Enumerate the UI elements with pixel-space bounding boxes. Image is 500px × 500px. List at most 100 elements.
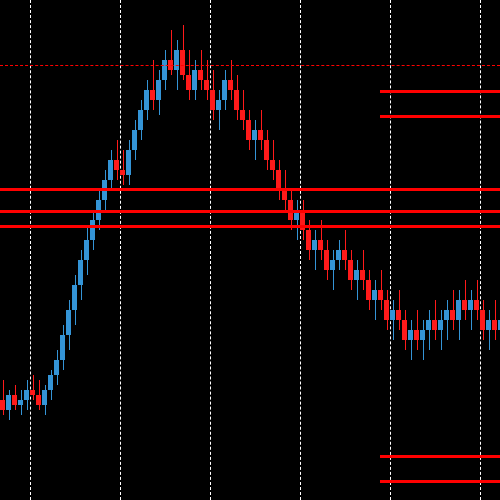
candle-body [450,310,455,320]
candle-body [120,170,125,175]
candle-body [402,320,407,340]
candle-body [174,50,179,70]
candle-body [54,360,59,375]
candle-body [6,395,11,410]
candle-wick [429,310,430,350]
grid-vertical [30,0,31,500]
candle-wick [357,260,358,300]
candle-body [48,375,53,390]
candle-body [264,140,269,160]
candle-body [396,310,401,320]
candle-body [318,240,323,250]
candle-wick [219,90,220,130]
candle-body [180,50,185,75]
candle-body [486,320,491,330]
candle-wick [447,300,448,340]
candle-body [210,90,215,110]
grid-vertical [480,0,481,500]
candle-body [192,70,197,90]
candle-body [408,330,413,340]
candle-body [270,160,275,170]
candle-body [198,70,203,80]
candle-body [78,260,83,285]
candle-body [432,320,437,330]
horizontal-line [0,188,500,191]
candle-body [306,230,311,250]
candle-body [342,250,347,260]
candle-wick [153,60,154,110]
horizontal-line [380,455,500,458]
candle-body [144,90,149,110]
candle-body [150,90,155,100]
candle-body [414,330,419,340]
candle-body [426,320,431,330]
candle-wick [411,320,412,360]
candle-body [204,80,209,90]
candle-body [420,330,425,340]
candle-body [384,300,389,320]
candle-wick [255,120,256,160]
candle-wick [393,300,394,340]
candle-body [312,240,317,250]
candle-wick [489,310,490,350]
candle-body [24,390,29,400]
candle-wick [333,250,334,290]
candle-body [258,130,263,140]
candle-body [456,300,461,320]
candle-body [378,290,383,300]
horizontal-line [380,480,500,483]
candle-body [240,110,245,120]
horizontal-line [380,115,500,118]
candle-body [222,80,227,100]
candle-body [354,270,359,280]
candle-body [132,130,137,150]
candle-body [492,320,497,330]
candle-body [84,240,89,260]
candle-body [444,310,449,320]
candle-wick [471,290,472,330]
candle-wick [423,320,424,360]
candle-body [42,390,47,405]
candle-body [36,395,41,405]
candle-body [228,80,233,90]
candle-body [348,260,353,280]
candle-body [216,100,221,110]
candle-body [252,130,257,140]
horizontal-line [0,210,500,213]
candle-wick [33,375,34,400]
candle-wick [375,280,376,320]
candle-body [246,120,251,140]
candle-body [60,335,65,360]
candle-body [90,220,95,240]
candle-body [360,270,365,280]
grid-vertical [210,0,211,500]
horizontal-line [0,225,500,228]
candle-body [30,390,35,395]
candle-body [372,290,377,300]
candle-body [138,110,143,130]
candle-body [282,190,287,200]
candle-body [108,160,113,180]
horizontal-line [380,90,500,93]
grid-vertical [300,0,301,500]
candle-body [366,280,371,300]
candle-body [186,75,191,90]
candlestick-chart [0,0,500,500]
candle-body [156,80,161,100]
candle-body [336,250,341,260]
candle-body [0,400,5,410]
candle-body [126,150,131,175]
candle-body [468,300,473,310]
candle-body [72,285,77,310]
candle-wick [315,230,316,270]
candle-wick [297,200,298,240]
candle-wick [441,310,442,350]
candle-body [162,60,167,80]
candle-body [234,90,239,110]
candle-wick [123,150,124,185]
grid-vertical [390,0,391,500]
candle-body [66,310,71,335]
candle-body [462,300,467,310]
candle-body [114,160,119,170]
candle-body [18,400,23,405]
